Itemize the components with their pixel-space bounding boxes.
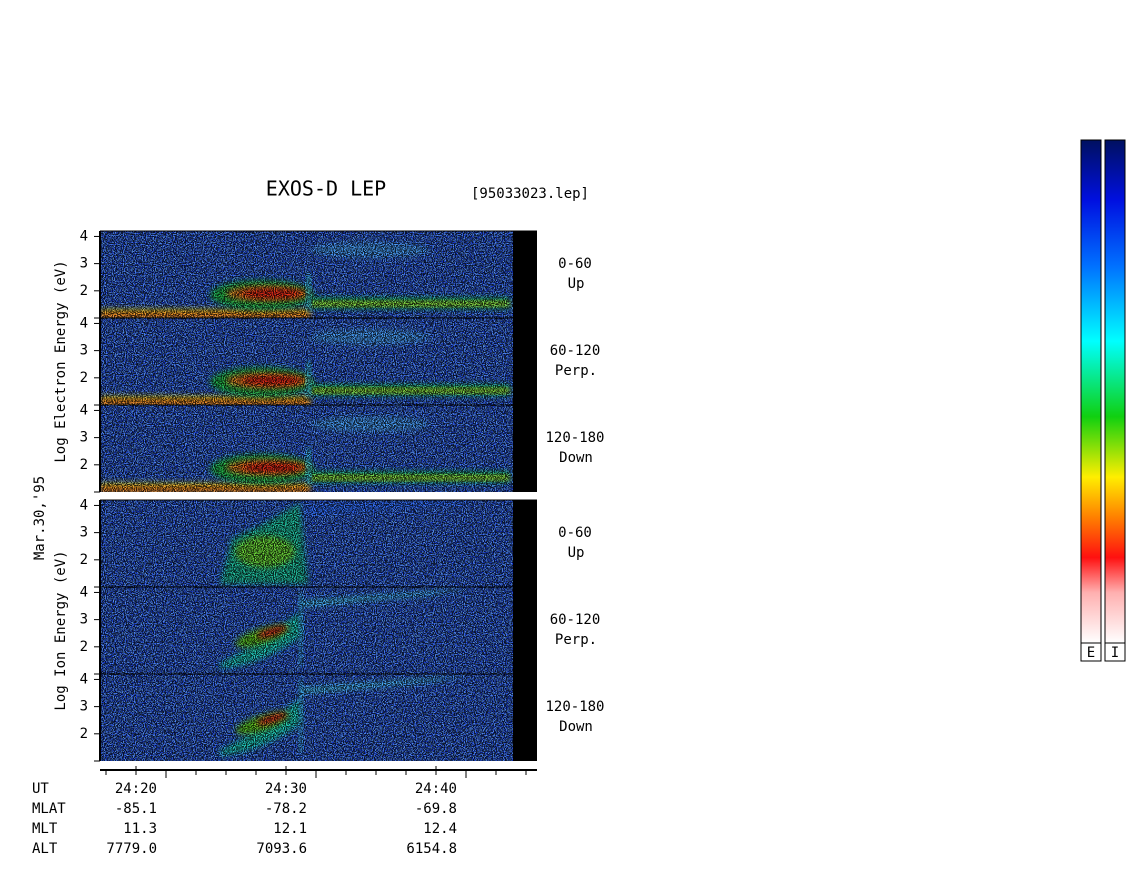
pitch-angle: 120-180 [545,699,604,715]
noise [100,405,513,492]
y-tick-label: 4 [80,228,88,244]
y-tick-label: 3 [80,612,88,628]
spectrogram-panel [100,405,513,492]
noise [100,231,513,318]
colorbar [1104,139,1126,644]
direction: Up [568,276,585,292]
direction: Down [559,450,593,466]
y-tick-label: 2 [80,370,88,386]
noise [100,587,513,674]
no-data [513,231,537,318]
spectrogram-panel [100,674,513,761]
pitch-angle: 60-120 [550,343,601,359]
y-tick-label: 2 [80,457,88,473]
direction: Down [559,719,593,735]
y-tick-label: 3 [80,430,88,446]
ephemeris-value: 24:40 [415,781,457,797]
y-tick-label: 3 [80,699,88,715]
no-data [513,405,537,492]
pitch-angle: 120-180 [545,430,604,446]
y-tick-label: 4 [80,671,88,687]
y-tick-label: 4 [80,402,88,418]
no-data [513,500,537,587]
pitch-angle: 0-60 [558,525,592,541]
ephemeris-value: 24:20 [115,781,157,797]
no-data [513,318,537,405]
noise [100,500,513,587]
ephemeris-name: MLAT [32,801,66,817]
ephemeris-value: -78.2 [265,801,307,817]
y-tick-label: 3 [80,525,88,541]
colorbar-label: I [1111,645,1119,661]
ephemeris-name: ALT [32,841,58,857]
noise [100,318,513,405]
ephemeris-value: 24:30 [265,781,307,797]
direction: Up [568,545,585,561]
spectrogram-panel [100,587,513,674]
direction: Perp. [555,363,597,379]
y-axis-label: Log Electron Energy (eV) [53,260,69,462]
noise [100,674,513,761]
pitch-angle: 0-60 [558,256,592,272]
spectrogram-panel [100,231,513,318]
y-axis-label: Log Ion Energy (eV) [53,550,69,710]
y-tick-label: 3 [80,343,88,359]
ephemeris-value: -85.1 [115,801,157,817]
y-tick-label: 4 [80,584,88,600]
ephemeris-value: 7779.0 [106,841,157,857]
ephemeris-value: -69.8 [415,801,457,817]
y-tick-label: 2 [80,283,88,299]
y-tick-label: 3 [80,256,88,272]
spectrogram-panel [100,500,513,587]
file-label: [95033023.lep] [471,186,589,202]
ephemeris-value: 7093.6 [256,841,307,857]
chart-title: EXOS-D LEP [266,177,386,201]
colorbar-label-box [1104,642,1126,662]
no-data [513,587,537,674]
colorbar-label-box [1080,642,1102,662]
colorbar [1080,139,1102,644]
y-tick-label: 2 [80,552,88,568]
ephemeris-value: 11.3 [123,821,157,837]
ephemeris-value: 12.1 [273,821,307,837]
pitch-angle: 60-120 [550,612,601,628]
colorbar-label: E [1087,645,1095,661]
date-label: Mar.30,'95 [32,476,48,560]
ephemeris-name: UT [32,781,49,797]
ephemeris-value: 12.4 [423,821,457,837]
ephemeris-value: 6154.8 [406,841,457,857]
y-tick-label: 2 [80,639,88,655]
y-tick-label: 4 [80,497,88,513]
direction: Perp. [555,632,597,648]
no-data [513,674,537,761]
ephemeris-name: MLT [32,821,58,837]
y-tick-label: 4 [80,315,88,331]
y-tick-label: 2 [80,726,88,742]
spectrogram-panel [100,318,513,405]
